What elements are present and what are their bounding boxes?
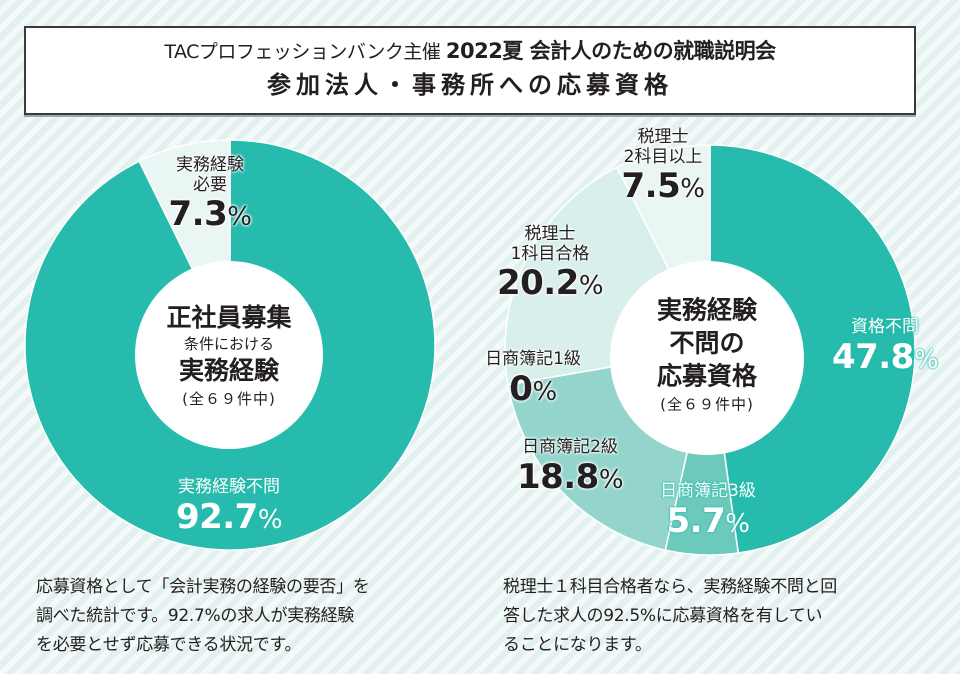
donut-center-label-right: 実務経験 不問の 応募資格 (全６９件中)	[657, 294, 757, 417]
center-line3: 応募資格	[656, 361, 758, 391]
center-line3: 実務経験	[178, 356, 280, 385]
label-value: 5.7%	[666, 500, 750, 541]
label-name-line2: 1科目合格	[510, 243, 590, 264]
label-value: 18.8%	[516, 456, 624, 497]
slice-label-zeirishi-2plus: 税理士 2科目以上 7.5%	[621, 127, 705, 207]
slice-label-zeirishi-1: 税理士 1科目合格 20.2%	[496, 224, 604, 304]
note-right: 税理士１科目合格者なら、実務経験不問と回 答した求人の92.5%に応募資格を有し…	[503, 573, 837, 660]
label-name-line1: 税理士	[637, 127, 689, 147]
donut-hole	[610, 261, 804, 455]
slice-label-boki-2: 日商簿記2級 18.8%	[516, 437, 624, 497]
center-line2: 不問の	[669, 328, 745, 358]
center-line2: 条件における	[183, 335, 275, 353]
slice-label-experience-not-required: 実務経験不問 92.7%	[175, 477, 283, 537]
header-box: TACプロフェッションバンク主催 2022夏 会計人のための就職説明会 参加法人…	[24, 26, 916, 115]
donut-slice-0	[709, 144, 916, 554]
center-line1: 正社員募集	[166, 303, 292, 332]
center-note: (全６９件中)	[182, 390, 276, 408]
slice-label-boki-3: 日商簿記3級 5.7%	[660, 481, 756, 541]
label-name: 資格不問	[850, 317, 919, 337]
slice-label-boki-1: 日商簿記1級 0%	[485, 349, 581, 409]
slice-label-no-qualification: 資格不問 47.8%	[831, 317, 939, 377]
label-name-line1: 税理士	[524, 224, 576, 244]
label-name: 日商簿記3級	[660, 481, 756, 501]
center-line1: 実務経験	[656, 295, 758, 325]
label-value: 7.3%	[168, 194, 252, 235]
header-subtitle: TACプロフェッションバンク主催 2022夏 会計人のための就職説明会	[26, 38, 914, 65]
label-name: 日商簿記2級	[522, 437, 618, 457]
label-name-line1: 実務経験	[175, 155, 244, 175]
label-name-line2: 必要	[192, 174, 227, 195]
slice-label-experience-required: 実務経験 必要 7.3%	[168, 155, 252, 235]
donut-hole	[135, 261, 323, 449]
label-name: 日商簿記1級	[485, 349, 581, 369]
organizer-text: TACプロフェッションバンク主催	[164, 41, 441, 63]
label-value: 47.8%	[831, 336, 939, 377]
note-left: 応募資格として「会計実務の経験の要否」を 調べた統計です。92.7%の求人が実務…	[36, 573, 370, 660]
note-left-line: 調べた統計です。92.7%の求人が実務経験	[36, 606, 355, 626]
label-value: 20.2%	[496, 263, 604, 304]
label-value: 0%	[509, 368, 557, 409]
label-value: 7.5%	[621, 166, 705, 207]
donut-chart-qualification	[504, 144, 916, 556]
note-right-line: 答した求人の92.5%に応募資格を有してい	[503, 606, 823, 626]
donut-center-label-left: 正社員募集 条件における 実務経験 (全６９件中)	[166, 301, 291, 411]
label-name-line2: 2科目以上	[623, 146, 703, 167]
label-name: 実務経験不問	[177, 477, 280, 497]
note-right-line: 税理士１科目合格者なら、実務経験不問と回	[503, 577, 837, 597]
page-title: 参加法人・事務所への応募資格	[267, 71, 673, 99]
center-note: (全６９件中)	[660, 395, 754, 414]
donut-chart-experience	[24, 139, 436, 551]
note-left-line: 応募資格として「会計実務の経験の要否」を	[36, 577, 370, 597]
note-left-line: を必要とせず応募できる状況です。	[36, 635, 302, 655]
label-value: 92.7%	[175, 496, 283, 537]
event-name: 2022夏 会計人のための就職説明会	[445, 39, 776, 63]
note-right-line: ることになります。	[503, 635, 652, 655]
